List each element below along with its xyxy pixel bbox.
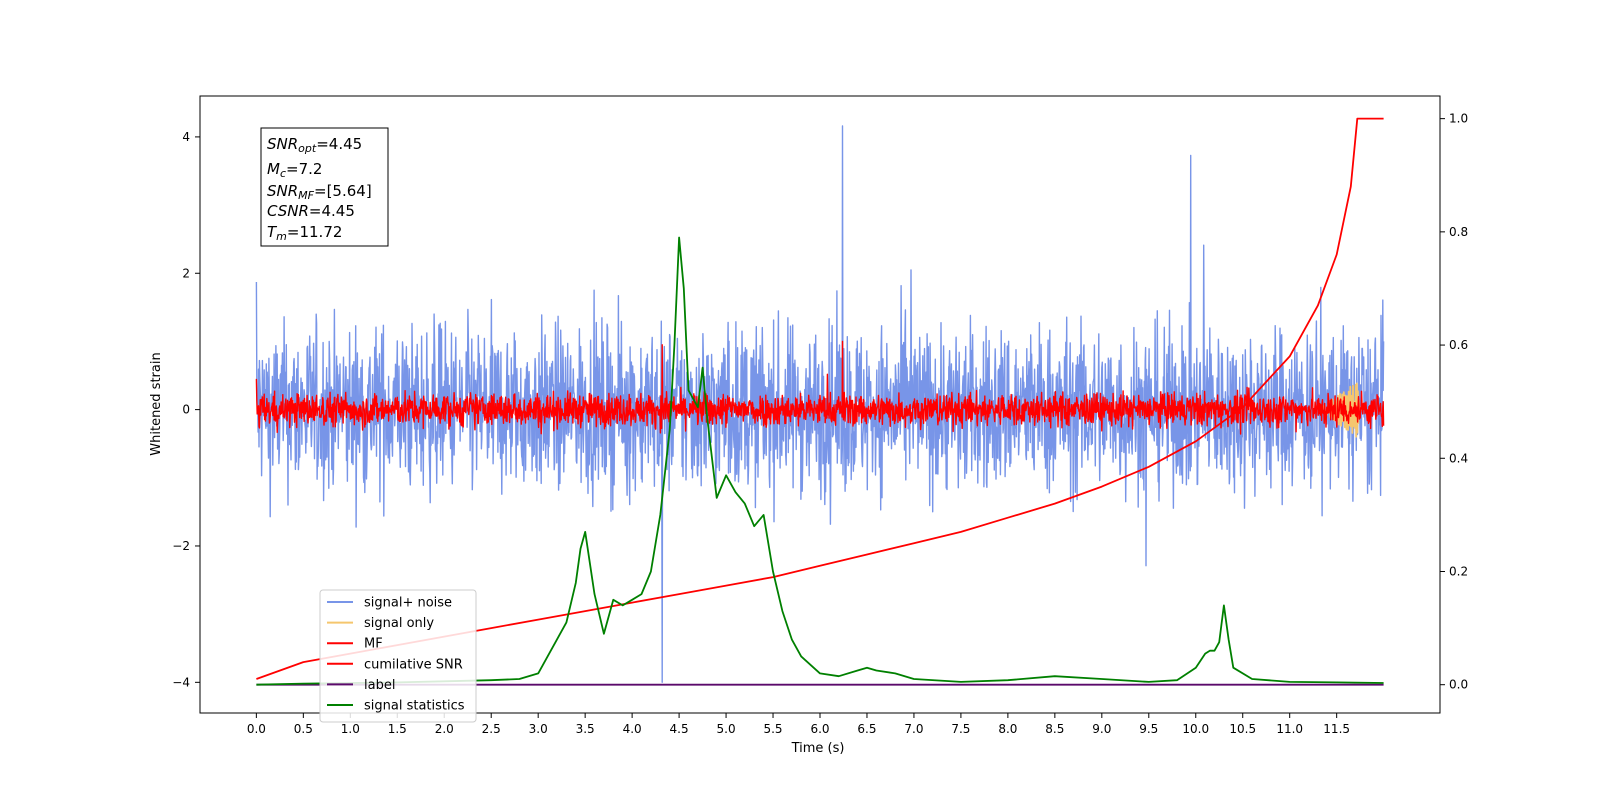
legend-label-signal-statistics: signal statistics [364,699,465,714]
info-box-frame [260,127,389,247]
y-axis-label: Whitened strain [149,352,164,455]
legend: signal+ noise signal only MF cumilative SNR… [319,589,477,723]
info-csnr: CSNR=4.45 [267,202,355,220]
y2-tick-label: 0.4 [1449,451,1468,465]
x-tick-label: 1.5 [388,722,407,736]
x-tick-label: 4.0 [623,722,642,736]
x-tick-label: 6.0 [810,722,829,736]
info-snr-mf: SNRMF=[5.64] [267,182,372,202]
info-tm: Tm=11.72 [267,223,342,243]
y-tick-label: 2 [182,266,190,280]
x-tick-label: 5.5 [763,722,782,736]
x-tick-label: 0.0 [247,722,266,736]
legend-label-mf: MF [364,637,383,652]
x-tick-label: 8.0 [998,722,1017,736]
y-tick-label: 4 [182,130,190,144]
legend-frame [319,589,477,723]
y-tick-label: 0 [182,403,190,417]
x-tick-label: 6.5 [857,722,876,736]
x-tick-label: 0.5 [294,722,313,736]
y-tick-label: −2 [172,539,190,553]
x-tick-label: 11.5 [1323,722,1350,736]
series-line-signal-statistics [256,236,1384,686]
info-mc: Mc=7.2 [267,160,322,180]
y-axis-right: 1.0 0.8 0.6 0.4 0.2 0.0 [1440,112,1468,692]
info-box: SNRopt=4.45 Mc=7.2 SNRMF=[5.64] CSNR=4.4… [260,127,389,247]
x-tick-label: 7.5 [951,722,970,736]
x-tick-label: 2.5 [482,722,501,736]
legend-entries: signal+ noise signal only MF cumilative SNR… [327,596,465,714]
y2-tick-label: 0.8 [1449,225,1468,239]
legend-label-signal-noise: signal+ noise [364,596,452,611]
x-tick-label: 4.5 [670,722,689,736]
x-tick-label: 10.0 [1182,722,1209,736]
x-tick-label: 7.0 [904,722,923,736]
x-tick-label: 9.5 [1139,722,1158,736]
y2-tick-label: 1.0 [1449,112,1468,126]
y2-tick-label: 0.0 [1449,678,1468,692]
x-tick-label: 5.0 [717,722,736,736]
x-tick-label: 1.0 [341,722,360,736]
series-line-mf [255,340,1385,435]
y-tick-label: −4 [172,675,190,689]
legend-label-signal-only: signal only [364,616,434,631]
x-tick-label: 3.0 [529,722,548,736]
x-axis-label: Time (s) [791,741,845,756]
y2-tick-label: 0.2 [1449,564,1468,578]
legend-label-cumilative-snr: cumilative SNR [364,657,463,672]
x-tick-label: 2.0 [435,722,454,736]
y2-tick-label: 0.6 [1449,338,1468,352]
x-tick-label: 9.0 [1092,722,1111,736]
y-axis-left: 4 2 0 −2 −4 [172,130,200,689]
info-snr-opt: SNRopt=4.45 [267,135,362,155]
x-tick-label: 11.0 [1276,722,1303,736]
x-tick-label: 3.5 [576,722,595,736]
x-axis: 0.0 0.5 1.0 1.5 2.0 2.5 3.0 3.5 4.0 4.5 5.0 5.5 6.0 6… [247,713,1350,736]
x-tick-label: 10.5 [1229,722,1256,736]
legend-label-label: label [364,678,395,693]
x-tick-label: 8.5 [1045,722,1064,736]
